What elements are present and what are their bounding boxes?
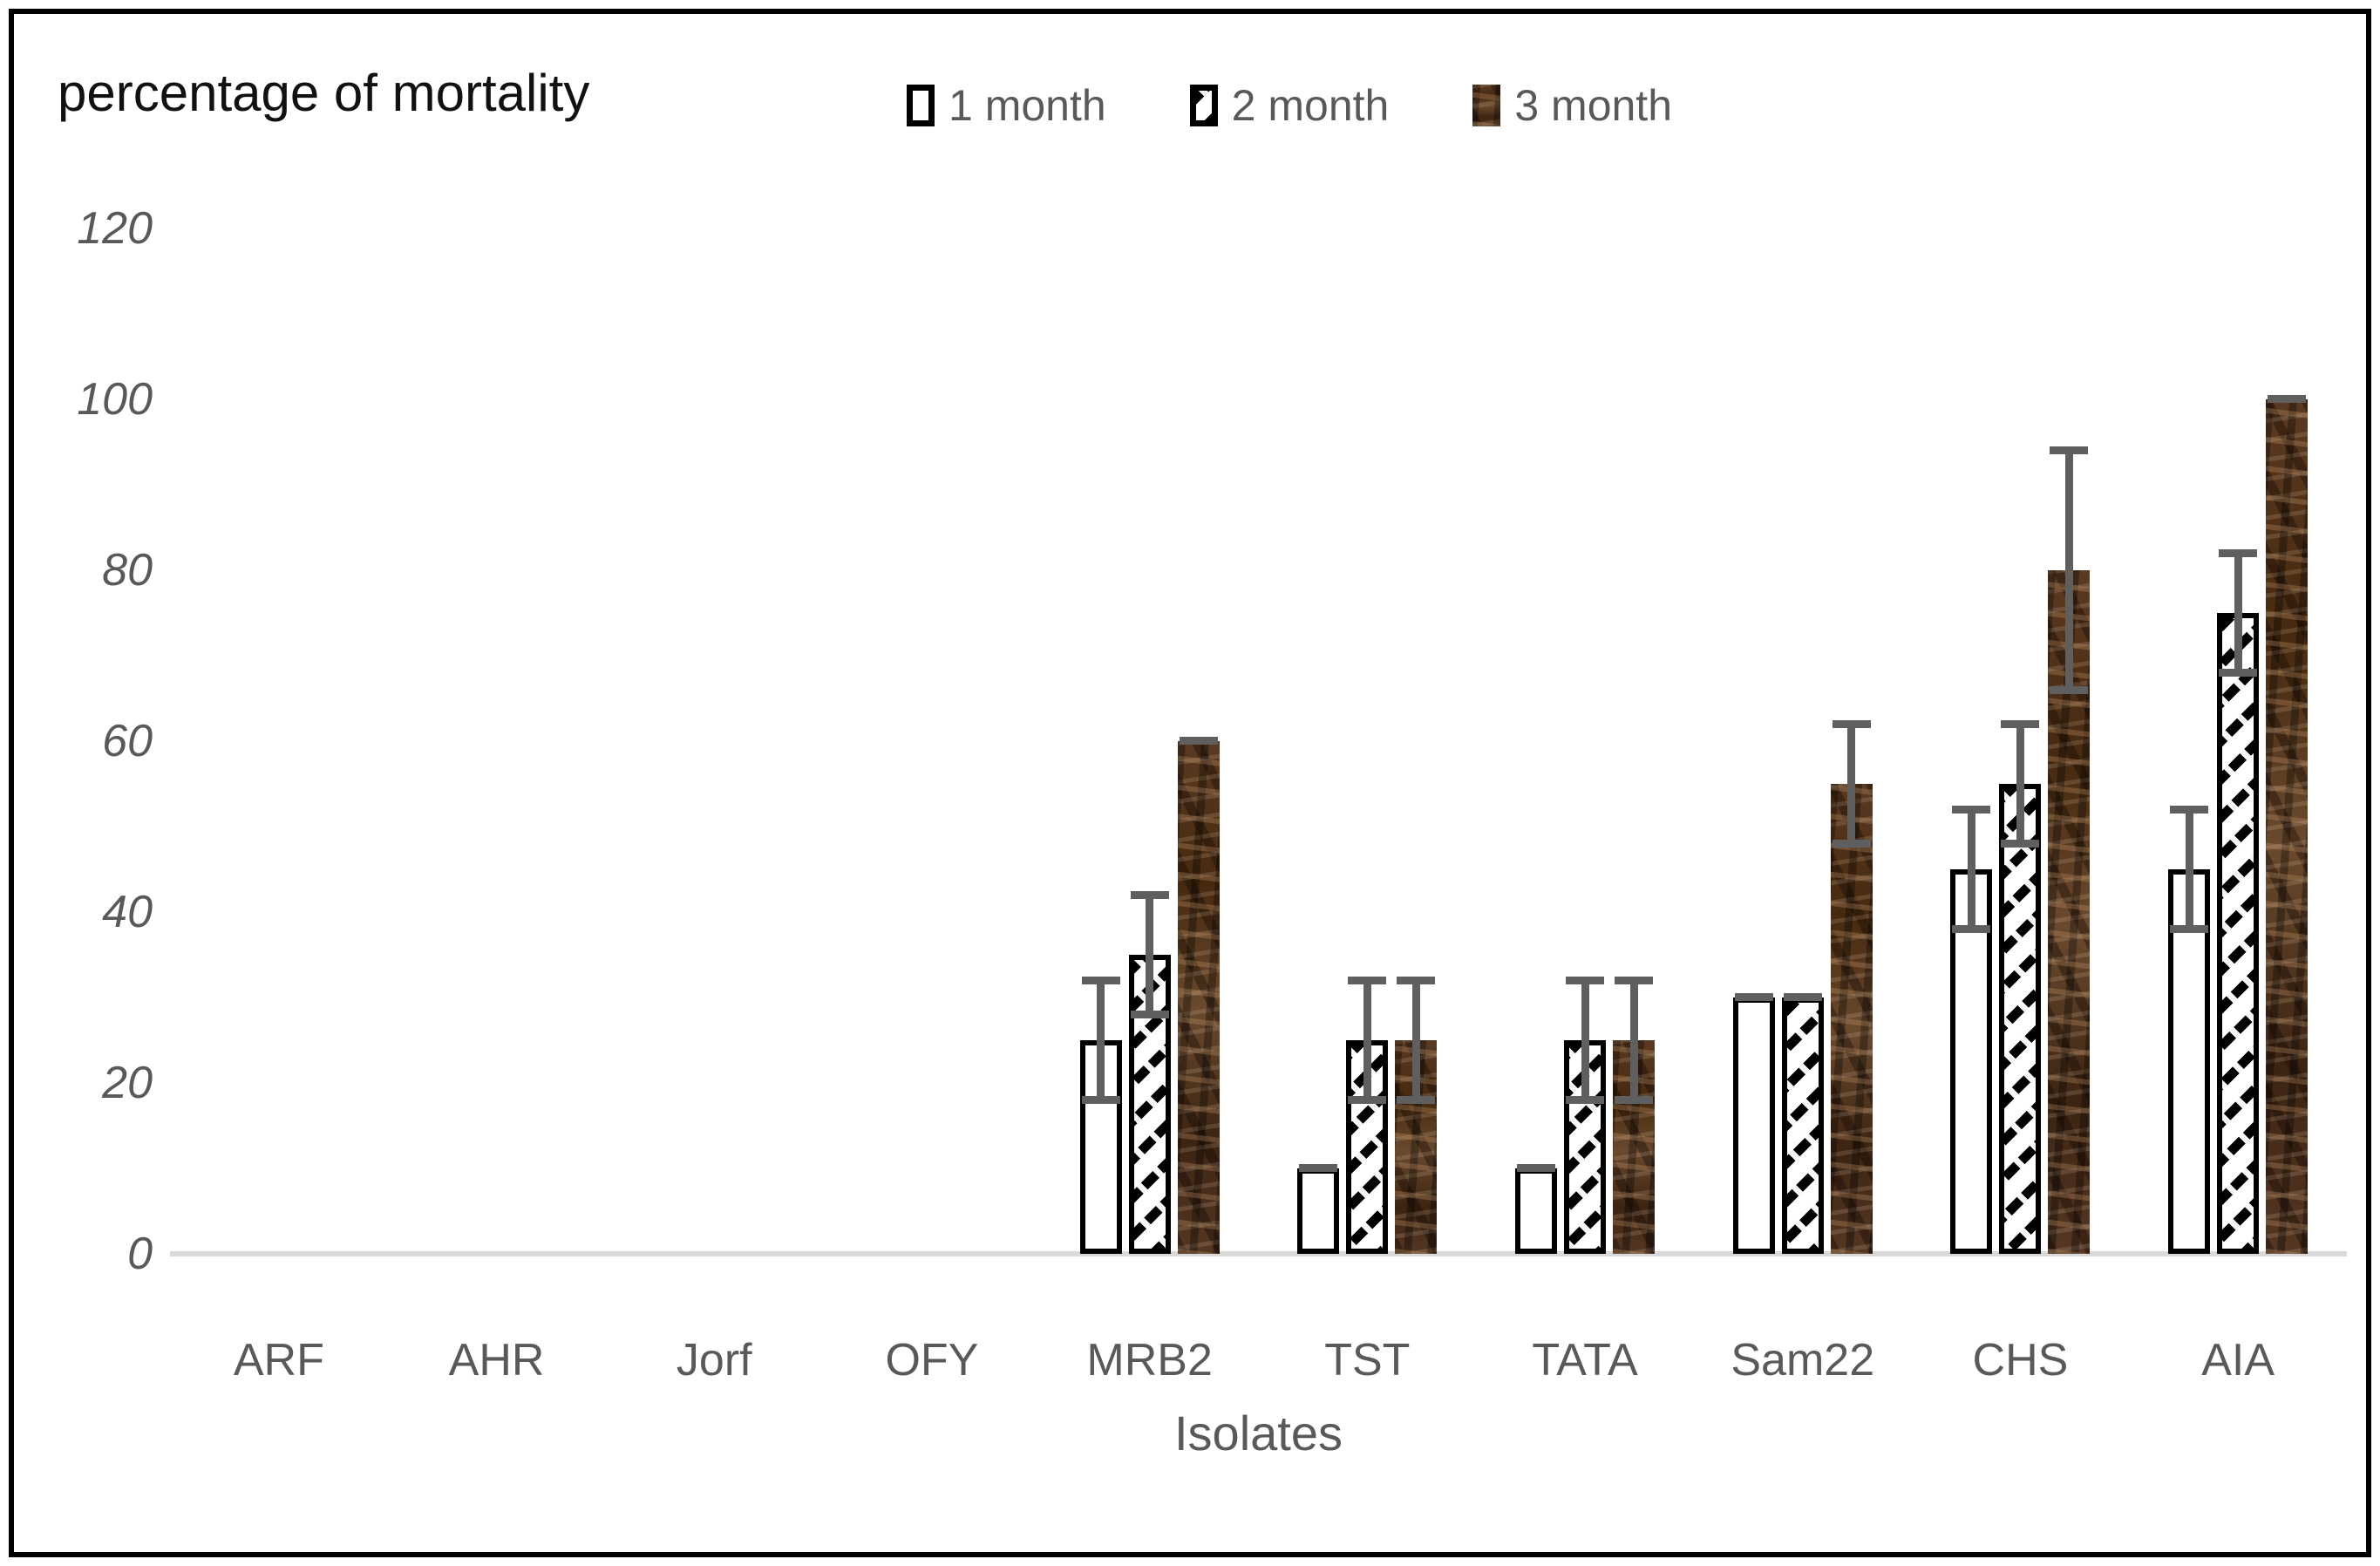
legend-item-2-month: 2 month	[1189, 80, 1390, 131]
error-cap-low-TST-2-month	[1348, 1096, 1387, 1105]
x-tick-label-CHS: CHS	[1972, 1335, 2069, 1386]
legend-swatch-hatch-icon	[1189, 85, 1218, 126]
legend: 1 month 2 month 3 month	[907, 80, 1672, 131]
legend-label: 2 month	[1231, 81, 1390, 130]
error-cap-high-CHS-1-month	[1952, 805, 1991, 814]
bar-Sam22-3-month	[1830, 784, 1873, 1254]
error-cap-low-Sam22-3-month	[1832, 840, 1871, 848]
x-tick-label-ARF: ARF	[233, 1335, 324, 1386]
error-cap-zero-MRB2-3-month	[1179, 737, 1218, 745]
error-cap-high-MRB2-1-month	[1081, 976, 1120, 984]
error-cap-high-Sam22-3-month	[1832, 719, 1871, 728]
y-tick-label-20: 20	[102, 1058, 153, 1108]
error-cap-high-CHS-2-month	[2001, 719, 2040, 728]
error-cap-low-CHS-2-month	[2001, 840, 2040, 848]
error-bar-TST-3-month	[1411, 980, 1420, 1100]
error-cap-low-AIA-1-month	[2170, 925, 2209, 934]
error-bar-TATA-3-month	[1629, 980, 1638, 1100]
y-tick-label-100: 100	[77, 374, 153, 425]
legend-item-3-month: 3 month	[1472, 80, 1672, 131]
legend-item-1-month: 1 month	[907, 80, 1106, 131]
error-cap-zero-Sam22-1-month	[1734, 993, 1773, 1001]
bar-TATA-1-month	[1515, 1168, 1558, 1254]
x-tick-label-Sam22: Sam22	[1731, 1335, 1875, 1386]
chart-title: percentage of mortality	[58, 64, 590, 122]
legend-swatch-white-icon	[907, 85, 935, 126]
error-bar-CHS-1-month	[1967, 809, 1975, 929]
legend-swatch-brown-icon	[1472, 85, 1501, 126]
error-cap-zero-Sam22-2-month	[1783, 993, 1822, 1001]
legend-label: 3 month	[1514, 81, 1673, 130]
x-axis-baseline	[170, 1251, 2347, 1256]
y-tick-label-120: 120	[77, 203, 153, 254]
y-tick-label-40: 40	[102, 887, 153, 937]
bar-CHS-2-month	[1999, 784, 2042, 1254]
error-cap-high-AIA-1-month	[2170, 805, 2209, 814]
error-cap-high-MRB2-2-month	[1130, 890, 1169, 899]
error-bar-MRB2-1-month	[1097, 980, 1105, 1100]
error-cap-high-CHS-3-month	[2050, 446, 2089, 455]
error-cap-high-TST-3-month	[1397, 976, 1436, 984]
error-cap-low-MRB2-2-month	[1130, 1011, 1169, 1019]
error-cap-zero-TATA-1-month	[1517, 1164, 1556, 1172]
x-axis-title: Isolates	[1174, 1406, 1343, 1460]
bar-AIA-2-month	[2217, 613, 2260, 1254]
bar-Sam22-2-month	[1781, 997, 1824, 1254]
x-tick-label-OFY: OFY	[885, 1335, 979, 1386]
error-bar-AIA-2-month	[2234, 553, 2242, 673]
error-cap-high-TATA-2-month	[1566, 976, 1605, 984]
error-bar-CHS-2-month	[2016, 724, 2024, 844]
error-bar-TST-2-month	[1363, 980, 1371, 1100]
x-tick-label-AIA: AIA	[2201, 1335, 2275, 1386]
error-bar-MRB2-2-month	[1146, 895, 1154, 1015]
y-tick-label-0: 0	[127, 1229, 153, 1279]
bar-TST-1-month	[1297, 1168, 1340, 1254]
error-bar-TATA-2-month	[1581, 980, 1589, 1100]
bar-TST-2-month	[1346, 1040, 1389, 1254]
error-cap-zero-TST-1-month	[1299, 1164, 1338, 1172]
error-cap-low-CHS-1-month	[1952, 925, 1991, 934]
y-tick-label-60: 60	[102, 716, 153, 766]
error-cap-low-TATA-3-month	[1615, 1096, 1654, 1105]
error-bar-AIA-1-month	[2185, 809, 2193, 929]
x-tick-label-AHR: AHR	[448, 1335, 545, 1386]
error-cap-high-TATA-3-month	[1615, 976, 1654, 984]
bar-TATA-2-month	[1564, 1040, 1607, 1254]
error-bar-Sam22-3-month	[1847, 724, 1856, 844]
bar-MRB2-3-month	[1177, 741, 1220, 1254]
legend-label: 1 month	[949, 81, 1106, 130]
bar-AIA-1-month	[2168, 869, 2211, 1254]
error-cap-high-TST-2-month	[1348, 976, 1387, 984]
error-cap-low-MRB2-1-month	[1081, 1096, 1120, 1105]
x-tick-label-TST: TST	[1324, 1335, 1411, 1386]
error-cap-low-TST-3-month	[1397, 1096, 1436, 1105]
x-tick-label-MRB2: MRB2	[1086, 1335, 1213, 1386]
error-cap-high-AIA-2-month	[2219, 548, 2258, 557]
x-tick-label-TATA: TATA	[1532, 1335, 1638, 1386]
error-cap-low-TATA-2-month	[1566, 1096, 1605, 1105]
error-cap-low-AIA-2-month	[2219, 669, 2258, 677]
bar-Sam22-1-month	[1732, 997, 1775, 1254]
error-cap-zero-AIA-3-month	[2268, 395, 2307, 403]
bar-AIA-3-month	[2266, 399, 2309, 1254]
error-cap-low-CHS-3-month	[2050, 685, 2089, 694]
bar-CHS-1-month	[1950, 869, 1993, 1254]
error-bar-CHS-3-month	[2064, 450, 2073, 691]
bar-MRB2-1-month	[1079, 1040, 1122, 1254]
x-tick-label-Jorf: Jorf	[676, 1335, 752, 1386]
y-tick-label-80: 80	[102, 545, 153, 596]
